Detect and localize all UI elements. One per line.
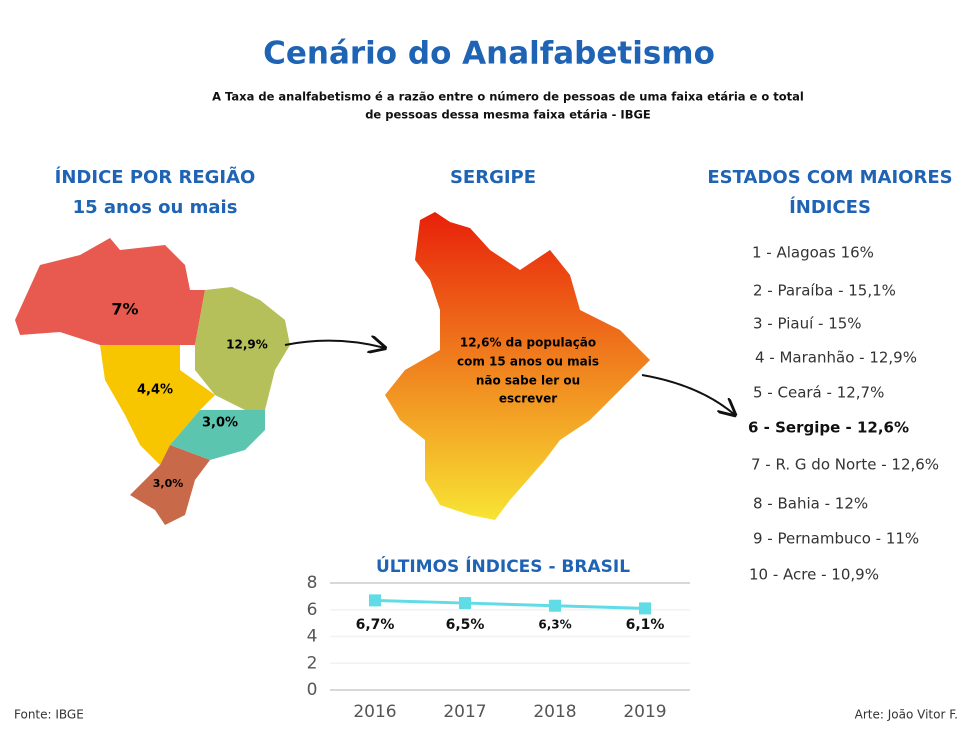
chart-title: ÚLTIMOS ÍNDICES - BRASIL bbox=[376, 555, 630, 577]
sergipe-text: 12,6% da população bbox=[460, 336, 596, 350]
region-label: 7% bbox=[111, 300, 138, 319]
region-label: 3,0% bbox=[153, 477, 184, 490]
region-label: 3,0% bbox=[202, 416, 238, 431]
brazil-map bbox=[15, 238, 290, 525]
sergipe-text: não sabe ler ou bbox=[476, 374, 580, 388]
title: Cenário do Analfabetismo bbox=[263, 36, 715, 72]
ranking-list: 1 - Alagoas 16% 2 - Paraíba - 15,1% 3 - Pi… bbox=[748, 244, 939, 584]
heading: ÍNDICE POR REGIÃO bbox=[55, 165, 256, 188]
region-label: 12,9% bbox=[226, 338, 268, 352]
credit: Arte: João Vitor F. bbox=[855, 708, 958, 722]
y-tick-label: 0 bbox=[307, 680, 318, 700]
arrow bbox=[284, 341, 385, 348]
ranking-item: 4 - Maranhão - 12,9% bbox=[755, 349, 917, 367]
ranking-item: 2 - Paraíba - 15,1% bbox=[753, 282, 896, 300]
x-tick-label: 2019 bbox=[623, 702, 666, 722]
ranking-item: 9 - Pernambuco - 11% bbox=[753, 530, 919, 548]
line-chart: ÚLTIMOS ÍNDICES - BRASIL 0 2 4 6 8 2016 2017 201… bbox=[307, 555, 690, 722]
x-tick-label: 2016 bbox=[353, 702, 396, 722]
point bbox=[549, 599, 561, 612]
ranking-item: 5 - Ceará - 12,7% bbox=[753, 384, 884, 402]
y-tick-label: 2 bbox=[307, 653, 318, 673]
sergipe-map bbox=[385, 212, 650, 520]
point bbox=[639, 602, 651, 615]
point bbox=[369, 594, 381, 607]
data-label: 6,5% bbox=[446, 617, 485, 633]
ranking-item: 6 - Sergipe - 12,6% bbox=[748, 419, 909, 437]
ranking-item: 8 - Bahia - 12% bbox=[753, 495, 868, 513]
subtitle: de pessoas dessa mesma faixa etária - IB… bbox=[365, 108, 651, 122]
arrow bbox=[641, 374, 735, 415]
ranking-item: 1 - Alagoas 16% bbox=[752, 244, 874, 262]
data-label: 6,3% bbox=[538, 618, 571, 632]
heading: SERGIPE bbox=[450, 167, 536, 188]
x-tick-label: 2017 bbox=[443, 702, 486, 722]
ranking-item: 7 - R. G do Norte - 12,6% bbox=[751, 456, 939, 474]
x-tick-label: 2018 bbox=[533, 702, 576, 722]
source: Fonte: IBGE bbox=[14, 708, 84, 722]
subtitle: A Taxa de analfabetismo é a razão entre … bbox=[212, 90, 804, 104]
data-label: 6,1% bbox=[626, 617, 665, 633]
y-tick-label: 4 bbox=[307, 627, 318, 647]
y-tick-label: 8 bbox=[307, 573, 318, 593]
heading: ESTADOS COM MAIORES bbox=[707, 167, 952, 188]
point bbox=[459, 597, 471, 610]
heading: ÍNDICES bbox=[789, 196, 871, 218]
region-label: 4,4% bbox=[137, 383, 173, 398]
series-line bbox=[374, 598, 646, 610]
sergipe-text: escrever bbox=[499, 392, 557, 406]
y-tick-label: 6 bbox=[307, 600, 318, 620]
sergipe-text: com 15 anos ou mais bbox=[457, 355, 599, 369]
ranking-item: 3 - Piauí - 15% bbox=[753, 315, 862, 333]
heading: 15 anos ou mais bbox=[73, 197, 238, 218]
data-label: 6,7% bbox=[356, 617, 395, 633]
ranking-item: 10 - Acre - 10,9% bbox=[749, 566, 879, 584]
